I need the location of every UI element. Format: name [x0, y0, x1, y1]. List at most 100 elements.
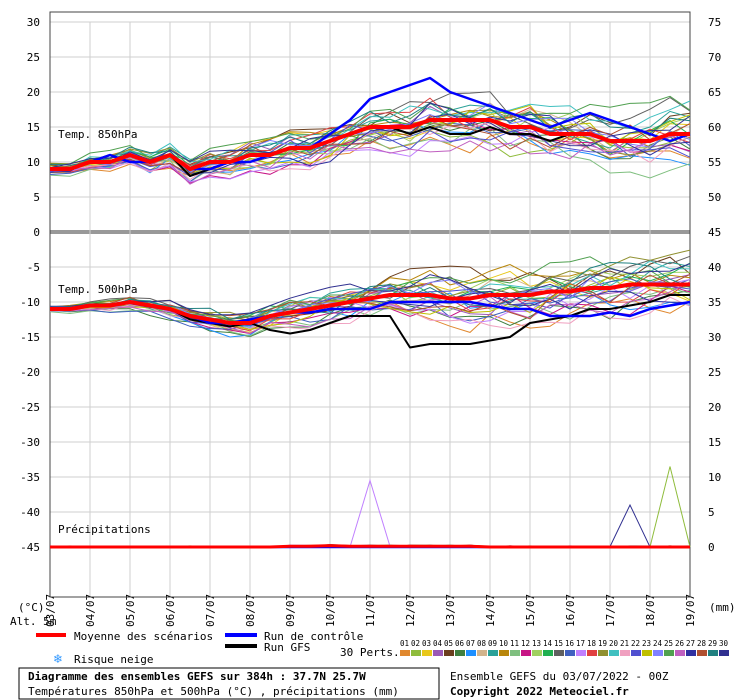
copyright: Copyright 2022 Meteociel.fr — [450, 685, 629, 698]
x-tick-label: 18/07 — [644, 594, 657, 627]
legend-gfs-swatch — [225, 644, 257, 648]
right-tick-label: 70 — [708, 51, 721, 64]
pert-swatch — [532, 650, 542, 656]
pert-swatch — [642, 650, 652, 656]
pert-id-label: 01 — [400, 639, 409, 648]
x-tick-label: 17/07 — [604, 594, 617, 627]
left-tick-label: 10 — [27, 156, 40, 169]
pert-id-label: 19 — [598, 639, 607, 648]
left-tick-label: -40 — [20, 506, 40, 519]
pert-swatch — [543, 650, 553, 656]
pert-id-label: 07 — [466, 639, 475, 648]
x-tick-label: 16/07 — [564, 594, 577, 627]
legend-control-label: Run de contrôle — [264, 630, 363, 643]
x-tick-label: 09/07 — [284, 594, 297, 627]
plot-axes: 302520151050-5-10-15-20-25-30-35-40-4575… — [20, 11, 721, 627]
pert-swatch — [708, 650, 718, 656]
pert-swatch — [697, 650, 707, 656]
left-tick-label: -25 — [20, 401, 40, 414]
pert-id-label: 04 — [433, 639, 443, 648]
right-tick-label: 35 — [708, 296, 721, 309]
pert-swatch — [576, 650, 586, 656]
pert-swatch — [719, 650, 729, 656]
pert-id-label: 29 — [708, 639, 717, 648]
footer-box — [18, 667, 440, 700]
pert-id-label: 09 — [488, 639, 497, 648]
pert-id-label: 06 — [455, 639, 465, 648]
pert-id-label: 12 — [521, 639, 530, 648]
plot-frame — [49, 11, 691, 598]
left-tick-label: -20 — [20, 366, 40, 379]
legend-mean-swatch — [36, 633, 66, 637]
legend-gfs-label: Run GFS — [264, 641, 310, 654]
pert-swatch — [675, 650, 685, 656]
panel-label-t500: Temp. 500hPa — [58, 283, 137, 296]
pert-id-label: 08 — [477, 639, 487, 648]
pert-swatch — [631, 650, 641, 656]
pert-id-label: 13 — [532, 639, 541, 648]
right-tick-label: 0 — [708, 541, 715, 554]
pert-swatch — [565, 650, 575, 656]
pert-id-label: 14 — [543, 639, 553, 648]
panel-label-precip: Précipitations — [58, 523, 151, 536]
left-tick-label: -35 — [20, 471, 40, 484]
right-unit: (mm) — [709, 601, 736, 614]
x-tick-label: 14/07 — [484, 594, 497, 627]
right-tick-label: 30 — [708, 331, 721, 344]
pert-swatch — [521, 650, 531, 656]
perturbation-legend: 01 02 03 04 05 06 07 08 09 10 11 12 13 14 15 16 17 18 19 20… — [400, 639, 729, 656]
pert-id-label: 27 — [686, 639, 695, 648]
member-line-850 — [49, 104, 691, 170]
left-tick-label: 15 — [27, 121, 40, 134]
right-tick-label: 15 — [708, 436, 721, 449]
pert-swatch — [510, 650, 520, 656]
left-tick-label: 5 — [33, 191, 40, 204]
right-tick-label: 75 — [708, 16, 721, 29]
pert-swatch — [499, 650, 509, 656]
left-tick-label: -45 — [20, 541, 40, 554]
pert-swatch — [653, 650, 663, 656]
pert-id-label: 20 — [609, 639, 619, 648]
x-tick-label: 12/07 — [404, 594, 417, 627]
x-tick-label: 11/07 — [364, 594, 377, 627]
footer-title: Diagramme des ensembles GEFS sur 384h : … — [28, 670, 366, 683]
pert-swatch — [554, 650, 564, 656]
pert-id-label: 22 — [631, 639, 640, 648]
x-tick-label: 06/07 — [164, 594, 177, 627]
left-tick-label: -15 — [20, 331, 40, 344]
left-tick-label: 0 — [33, 226, 40, 239]
pert-id-label: 18 — [587, 639, 597, 648]
pert-id-label: 16 — [565, 639, 575, 648]
pert-swatch — [598, 650, 608, 656]
pert-swatch — [455, 650, 465, 656]
pert-id-label: 21 — [620, 639, 629, 648]
legend: Moyenne des scénarios Run de contrôle Ru… — [36, 630, 729, 666]
right-tick-label: 50 — [708, 191, 721, 204]
right-tick-label: 55 — [708, 156, 721, 169]
pert-id-label: 05 — [444, 639, 453, 648]
pert-swatch — [400, 650, 410, 656]
pert-swatch — [488, 650, 498, 656]
right-tick-label: 65 — [708, 86, 721, 99]
x-tick-label: 19/07 — [684, 594, 697, 627]
member-line-500 — [49, 296, 691, 331]
right-tick-label: 10 — [708, 471, 721, 484]
x-tick-label: 03/07 — [44, 594, 57, 627]
legend-snow-label: Risque neige — [74, 653, 153, 666]
pert-swatch — [587, 650, 597, 656]
legend-mean-label: Moyenne des scénarios — [74, 630, 213, 643]
member-line-850 — [49, 113, 691, 174]
main-lines — [50, 76, 691, 549]
member-line-500 — [49, 261, 691, 320]
pert-id-label: 10 — [499, 639, 509, 648]
panel-label-t850: Temp. 850hPa — [58, 128, 137, 141]
snowflake-icon: ❄ — [53, 652, 63, 666]
pert-id-label: 28 — [697, 639, 707, 648]
pert-swatch — [609, 650, 619, 656]
x-tick-label: 15/07 — [524, 594, 537, 627]
pert-id-label: 02 — [411, 639, 420, 648]
left-tick-label: -30 — [20, 436, 40, 449]
left-tick-label: -10 — [20, 296, 40, 309]
right-tick-label: 20 — [708, 401, 721, 414]
pert-swatch — [686, 650, 696, 656]
